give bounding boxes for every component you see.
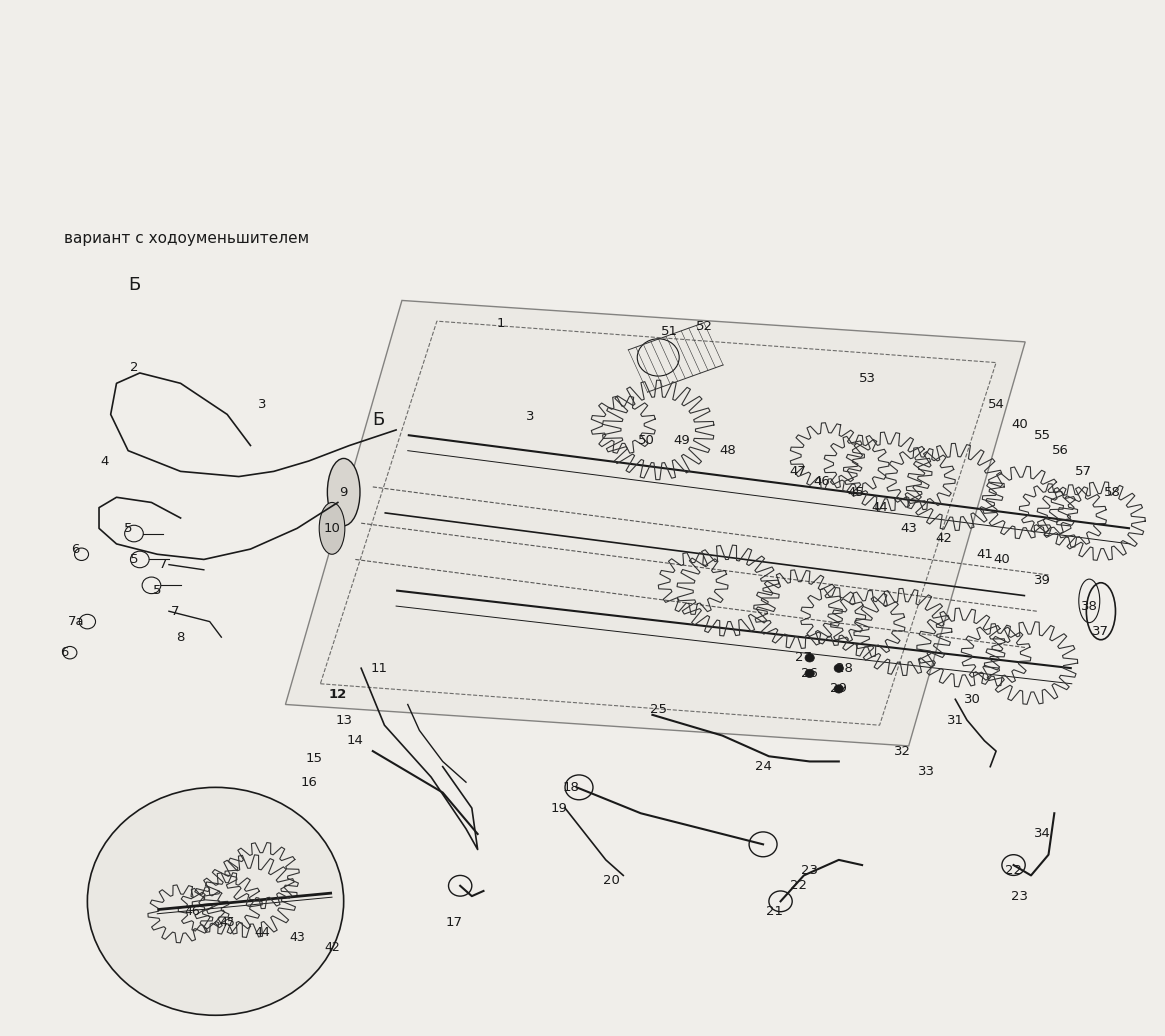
Text: 43: 43 [289,931,305,944]
Text: 5: 5 [153,584,162,597]
Text: 57: 57 [1075,465,1092,478]
Text: 46: 46 [184,905,200,918]
Circle shape [834,685,843,693]
Text: 3: 3 [257,398,267,410]
Circle shape [805,654,814,662]
Text: 3: 3 [525,410,535,423]
Text: 30: 30 [965,693,981,706]
Text: 33: 33 [918,766,934,778]
Text: 7: 7 [158,558,168,571]
Text: 42: 42 [324,942,340,954]
Text: 22: 22 [1005,864,1022,876]
Text: 48: 48 [720,444,736,457]
Text: 38: 38 [1081,600,1097,612]
Text: 28: 28 [836,662,853,674]
Ellipse shape [319,502,345,554]
Text: 53: 53 [860,372,876,384]
Text: 37: 37 [1093,626,1109,638]
Text: 45: 45 [848,486,864,498]
Text: 19: 19 [551,802,567,814]
Text: 17: 17 [446,916,463,928]
Text: 44: 44 [871,501,888,514]
Text: 7a: 7a [68,615,84,628]
Text: 44: 44 [254,926,270,939]
Text: 23: 23 [802,864,818,876]
Text: 56: 56 [1052,444,1068,457]
Text: 18: 18 [563,781,579,794]
Text: 4: 4 [100,455,110,467]
Text: 7: 7 [170,605,179,617]
Text: 46: 46 [813,476,829,488]
Text: 47: 47 [790,465,806,478]
Text: 51: 51 [662,325,678,338]
Text: 39: 39 [1035,574,1051,586]
Text: 26: 26 [802,667,818,680]
Text: 5: 5 [123,522,133,535]
Text: 16: 16 [301,776,317,788]
Text: вариант с ходоуменьшителем: вариант с ходоуменьшителем [64,231,309,246]
Text: 5: 5 [129,553,139,566]
Text: 6: 6 [71,543,80,555]
Text: 24: 24 [755,760,771,773]
Circle shape [87,787,344,1015]
Text: 54: 54 [988,398,1004,410]
Text: 9: 9 [339,486,348,498]
Text: 34: 34 [1035,828,1051,840]
Circle shape [805,669,814,678]
Text: 52: 52 [697,320,713,333]
Text: 11: 11 [370,662,387,674]
Text: 20: 20 [603,874,620,887]
Text: 50: 50 [638,434,655,447]
Text: 58: 58 [1104,486,1121,498]
Text: 6: 6 [59,646,69,659]
Text: 45: 45 [219,916,235,928]
Text: 15: 15 [306,752,323,765]
Text: 2: 2 [129,362,139,374]
Text: 42: 42 [935,533,952,545]
Text: 14: 14 [347,735,363,747]
Text: 49: 49 [673,434,690,447]
Text: 22: 22 [790,880,806,892]
Text: 8: 8 [176,631,185,643]
Text: 41: 41 [976,548,993,560]
Polygon shape [285,300,1025,746]
Text: 12: 12 [329,688,347,700]
Text: 13: 13 [336,714,352,726]
Text: 23: 23 [1011,890,1028,902]
Text: 43: 43 [901,522,917,535]
Text: 40: 40 [1011,419,1028,431]
Text: 1: 1 [496,317,506,329]
Text: Б: Б [128,276,140,294]
Text: 40: 40 [994,553,1010,566]
Text: 31: 31 [947,714,963,726]
Text: 32: 32 [895,745,911,757]
Text: 21: 21 [767,905,783,918]
Ellipse shape [327,459,360,526]
Text: Б: Б [373,410,384,429]
Text: 29: 29 [831,683,847,695]
Circle shape [834,664,843,672]
Text: 27: 27 [796,652,812,664]
Text: 55: 55 [1035,429,1051,441]
Text: 25: 25 [650,703,666,716]
Text: 10: 10 [324,522,340,535]
